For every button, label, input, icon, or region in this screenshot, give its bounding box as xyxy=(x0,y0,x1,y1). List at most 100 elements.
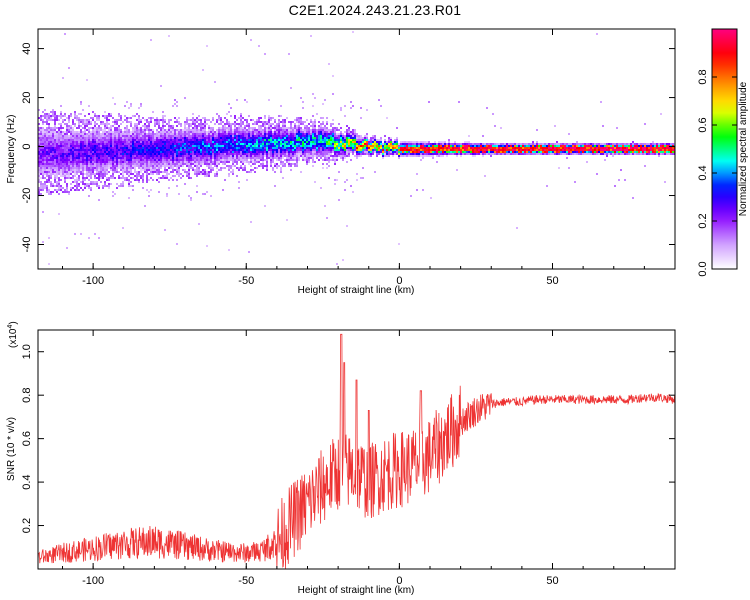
heatmap-cell xyxy=(210,143,212,145)
heatmap-cell xyxy=(228,175,230,177)
heatmap-cell xyxy=(56,175,58,177)
heatmap-cell xyxy=(72,127,74,129)
heatmap-cell xyxy=(262,147,264,149)
heatmap-cell xyxy=(318,153,320,155)
heatmap-cell xyxy=(324,151,326,153)
heatmap-cell xyxy=(102,129,104,131)
heatmap-cell xyxy=(312,133,314,135)
heatmap-cell xyxy=(178,137,180,139)
heatmap-cell xyxy=(254,153,256,155)
heatmap-cell xyxy=(344,151,346,153)
heatmap-cell xyxy=(298,157,300,159)
heatmap-cell xyxy=(168,167,170,169)
heatmap-cell xyxy=(514,145,516,147)
heatmap-cell xyxy=(94,165,96,167)
heatmap-cell xyxy=(156,117,158,119)
heatmap-cell xyxy=(154,169,156,171)
heatmap-cell xyxy=(66,151,68,153)
heatmap-cell xyxy=(142,165,144,167)
heatmap-cell xyxy=(528,147,530,149)
heatmap-cell xyxy=(450,151,452,153)
heatmap-cell xyxy=(362,167,364,169)
heatmap-cell xyxy=(550,147,552,149)
heatmap-cell xyxy=(88,135,90,137)
heatmap-cell xyxy=(346,137,348,139)
heatmap-cell xyxy=(52,183,54,185)
heatmap-cell xyxy=(128,131,130,133)
heatmap-cell xyxy=(290,141,292,143)
heatmap-cell xyxy=(320,131,322,133)
heatmap-cell xyxy=(68,191,70,193)
heatmap-cell xyxy=(108,177,110,179)
heatmap-cell xyxy=(40,133,42,135)
heatmap-cell xyxy=(362,141,364,143)
heatmap-cell xyxy=(116,143,118,145)
heatmap-cell xyxy=(258,45,260,47)
heatmap-cell xyxy=(334,161,336,163)
heatmap-cell xyxy=(62,127,64,129)
heatmap-cell xyxy=(196,149,198,151)
heatmap-cell xyxy=(84,125,86,127)
heatmap-cell xyxy=(106,157,108,159)
heatmap-cell xyxy=(142,117,144,119)
heatmap-cell xyxy=(184,161,186,163)
heatmap-cell xyxy=(336,159,338,161)
heatmap-cell xyxy=(182,149,184,151)
heatmap-cell xyxy=(296,141,298,143)
heatmap-cell xyxy=(348,137,350,139)
heatmap-cell xyxy=(534,143,536,145)
heatmap-cell xyxy=(60,139,62,141)
heatmap-cell xyxy=(310,145,312,147)
heatmap-cell xyxy=(94,149,96,151)
heatmap-cell xyxy=(74,189,76,191)
heatmap-cell xyxy=(202,159,204,161)
heatmap-cell xyxy=(104,173,106,175)
heatmap-cell xyxy=(122,141,124,143)
heatmap-cell xyxy=(178,151,180,153)
heatmap-cell xyxy=(54,151,56,153)
heatmap-cell xyxy=(178,139,180,141)
heatmap-cell xyxy=(74,155,76,157)
heatmap-cell xyxy=(42,123,44,125)
heatmap-cell xyxy=(106,177,108,179)
heatmap-cell xyxy=(78,167,80,169)
heatmap-cell xyxy=(232,133,234,135)
heatmap-cell xyxy=(294,151,296,153)
heatmap-cell xyxy=(396,127,398,129)
heatmap-cell xyxy=(178,149,180,151)
heatmap-cell xyxy=(424,153,426,155)
heatmap-cell xyxy=(144,171,146,173)
heatmap-cell xyxy=(470,147,472,149)
heatmap-cell xyxy=(144,161,146,163)
heatmap-cell xyxy=(538,151,540,153)
heatmap-cell xyxy=(226,121,228,123)
heatmap-cell xyxy=(242,169,244,171)
heatmap-cell xyxy=(74,173,76,175)
heatmap-cell xyxy=(92,129,94,131)
heatmap-cell xyxy=(82,127,84,129)
heatmap-cell xyxy=(202,141,204,143)
heatmap-cell xyxy=(118,133,120,135)
heatmap-cell xyxy=(102,153,104,155)
heatmap-cell xyxy=(150,145,152,147)
heatmap-cell xyxy=(498,143,500,145)
heatmap-cell xyxy=(500,153,502,155)
heatmap-cell xyxy=(356,139,358,141)
heatmap-cell xyxy=(66,161,68,163)
heatmap-cell xyxy=(482,135,484,137)
heatmap-cell xyxy=(46,113,48,115)
heatmap-cell xyxy=(512,147,514,149)
heatmap-cell xyxy=(194,129,196,131)
heatmap-cell xyxy=(150,155,152,157)
heatmap-cell xyxy=(44,171,46,173)
heatmap-cell xyxy=(62,137,64,139)
heatmap-cell xyxy=(130,141,132,143)
heatmap-cell xyxy=(148,169,150,171)
heatmap-cell xyxy=(260,141,262,143)
heatmap-cell xyxy=(128,145,130,147)
heatmap-cell xyxy=(262,163,264,165)
heatmap-cell xyxy=(132,163,134,165)
heatmap-cell xyxy=(234,133,236,135)
heatmap-cell xyxy=(352,31,354,33)
heatmap-cell xyxy=(148,153,150,155)
